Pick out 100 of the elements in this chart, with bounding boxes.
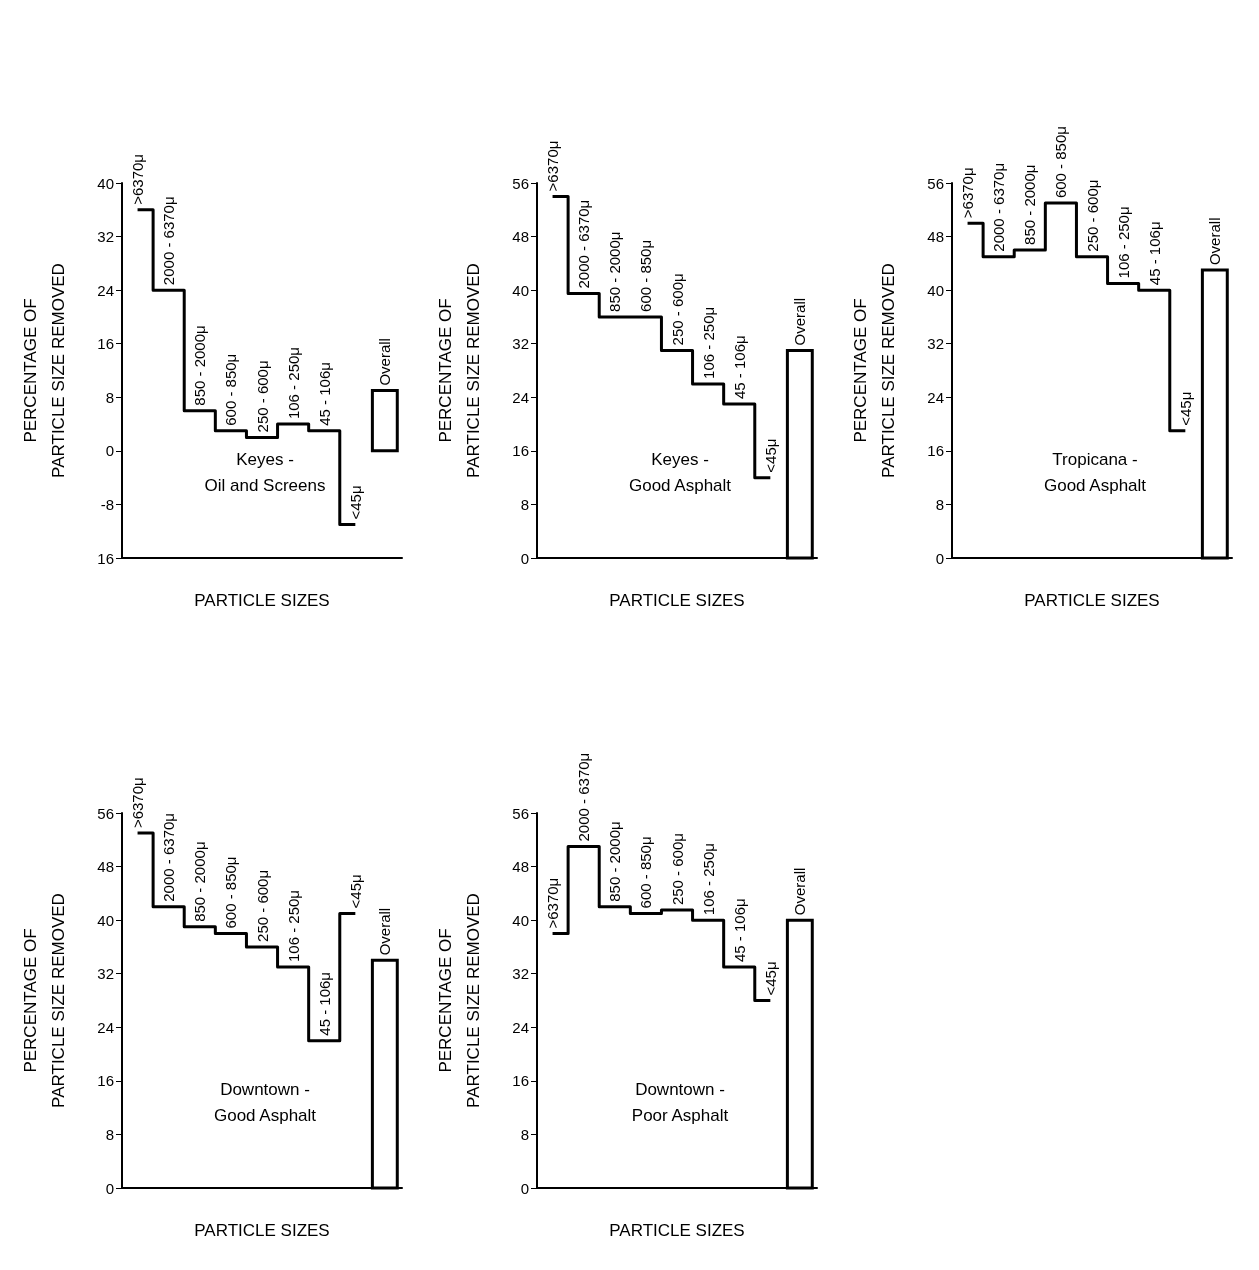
y-tick-label: 16	[512, 442, 529, 460]
category-label: 106 - 250μ	[699, 306, 717, 379]
category-label: >6370μ	[129, 154, 147, 205]
category-label: 850 - 2000μ	[606, 821, 624, 902]
category-label: 250 - 600μ	[668, 273, 686, 346]
text: Tropicana - Good Asphalt	[1043, 449, 1147, 495]
category-label: >6370μ	[544, 140, 562, 192]
category-label: 106 - 250μ	[1114, 206, 1132, 279]
y-tick-label: 32	[97, 228, 114, 246]
category-label: >6370μ	[959, 167, 977, 219]
text: Keyes - Oil and Screens	[204, 449, 326, 495]
y-tick-label: 16	[97, 1072, 114, 1090]
category-label: 600 - 850μ	[222, 856, 240, 929]
y-tick-label: 56	[512, 804, 529, 822]
y-tick-label: 16	[927, 442, 944, 460]
y-tick-label: 40	[927, 281, 944, 299]
y-tick-label: 56	[97, 804, 114, 822]
category-label: Overall	[791, 867, 809, 916]
category-label: 850 - 2000μ	[191, 325, 209, 406]
category-label: 45 - 106μ	[730, 898, 748, 963]
category-label: 2000 - 6370μ	[575, 199, 593, 289]
category-label: 2000 - 6370μ	[160, 196, 178, 286]
category-label: Overall	[1206, 217, 1224, 266]
category-label: 2000 - 6370μ	[990, 162, 1008, 252]
y-tick-label: 40	[97, 174, 114, 192]
y-tick-label: 32	[512, 965, 529, 983]
y-tick-label: 8	[105, 388, 114, 406]
category-label: Overall	[376, 907, 394, 956]
category-label: Overall	[791, 297, 809, 346]
category-label: <45μ	[346, 874, 364, 909]
category-label: 45 - 106μ	[730, 335, 748, 399]
y-tick-label: 56	[927, 174, 944, 192]
category-label: 2000 - 6370μ	[575, 752, 593, 842]
x-axis-title: PARTICLE SIZES	[194, 591, 330, 610]
category-label: 45 - 106μ	[1145, 221, 1163, 286]
category-label: 600 - 850μ	[222, 353, 240, 426]
text: Keyes - Good Asphalt	[628, 449, 732, 495]
y-axis-title: PERCENTAGE OF PARTICLE SIZE REMOVED	[435, 893, 483, 1108]
category-label: 850 - 2000μ	[606, 231, 624, 312]
category-label: 850 - 2000μ	[191, 841, 209, 922]
category-label: 250 - 600μ	[253, 869, 271, 942]
y-tick-label: 32	[927, 335, 944, 353]
y-tick-label: 48	[97, 858, 114, 876]
y-axis-title: PERCENTAGE OF PARTICLE SIZE REMOVED	[20, 263, 68, 478]
y-axis-title: PERCENTAGE OF PARTICLE SIZE REMOVED	[435, 263, 483, 478]
x-axis-title: PARTICLE SIZES	[609, 591, 745, 610]
y-axis-title: PERCENTAGE OF PARTICLE SIZE REMOVED	[20, 893, 68, 1108]
x-axis-title: PARTICLE SIZES	[1024, 591, 1160, 610]
y-tick-label: 8	[105, 1125, 114, 1143]
y-tick-label: 24	[97, 281, 114, 299]
category-label: 106 - 250μ	[284, 889, 302, 963]
category-label: 600 - 850μ	[637, 239, 655, 312]
category-label: 250 - 600μ	[668, 833, 686, 906]
y-tick-label: 0	[105, 1179, 114, 1197]
y-tick-label: 48	[927, 228, 944, 246]
category-label: 2000 - 6370μ	[160, 813, 178, 902]
y-tick-label: 16	[512, 1072, 529, 1090]
y-tick-label: 0	[935, 549, 944, 567]
text: Downtown - Poor Asphalt	[631, 1079, 729, 1125]
y-tick-label: 24	[927, 388, 944, 406]
category-label: 250 - 600μ	[1083, 179, 1101, 252]
category-label: 106 - 250μ	[699, 843, 717, 916]
y-tick-label: 24	[512, 388, 529, 406]
category-label: 45 - 106μ	[315, 971, 333, 1036]
category-label: >6370μ	[129, 777, 147, 829]
y-tick-label: 40	[512, 911, 529, 929]
text: Downtown - Good Asphalt	[213, 1079, 317, 1125]
y-tick-label: 32	[512, 335, 529, 353]
category-label: 250 - 600μ	[253, 360, 271, 433]
y-tick-label: 48	[512, 228, 529, 246]
category-label: >6370μ	[544, 877, 562, 929]
category-label: <45μ	[761, 438, 779, 473]
y-axis-title: PERCENTAGE OF PARTICLE SIZE REMOVED	[850, 263, 898, 478]
y-tick-label: 16	[97, 549, 114, 567]
y-tick-label: -8	[100, 495, 114, 513]
y-tick-label: 0	[105, 442, 114, 460]
category-label: <45μ	[346, 485, 364, 520]
category-label: <45μ	[1176, 391, 1194, 426]
y-tick-label: 40	[512, 281, 529, 299]
y-tick-label: 32	[97, 965, 114, 983]
category-label: 45 - 106μ	[315, 362, 333, 426]
y-tick-label: 0	[520, 549, 529, 567]
y-tick-label: 40	[97, 911, 114, 929]
category-label: 106 - 250μ	[284, 347, 302, 420]
y-tick-label: 24	[512, 1018, 529, 1036]
y-tick-label: 8	[935, 495, 944, 513]
y-tick-label: 56	[512, 174, 529, 192]
x-axis-title: PARTICLE SIZES	[609, 1221, 745, 1240]
category-label: <45μ	[761, 961, 779, 996]
y-tick-label: 0	[520, 1179, 529, 1197]
y-tick-label: 16	[97, 335, 114, 353]
category-label: 600 - 850μ	[1052, 126, 1070, 199]
category-label: 600 - 850μ	[637, 836, 655, 909]
category-label: Overall	[376, 338, 394, 386]
y-tick-label: 8	[520, 1125, 529, 1143]
x-axis-title: PARTICLE SIZES	[194, 1221, 330, 1240]
y-tick-label: 8	[520, 495, 529, 513]
y-tick-label: 48	[512, 858, 529, 876]
y-tick-label: 24	[97, 1018, 114, 1036]
category-label: 850 - 2000μ	[1021, 164, 1039, 245]
